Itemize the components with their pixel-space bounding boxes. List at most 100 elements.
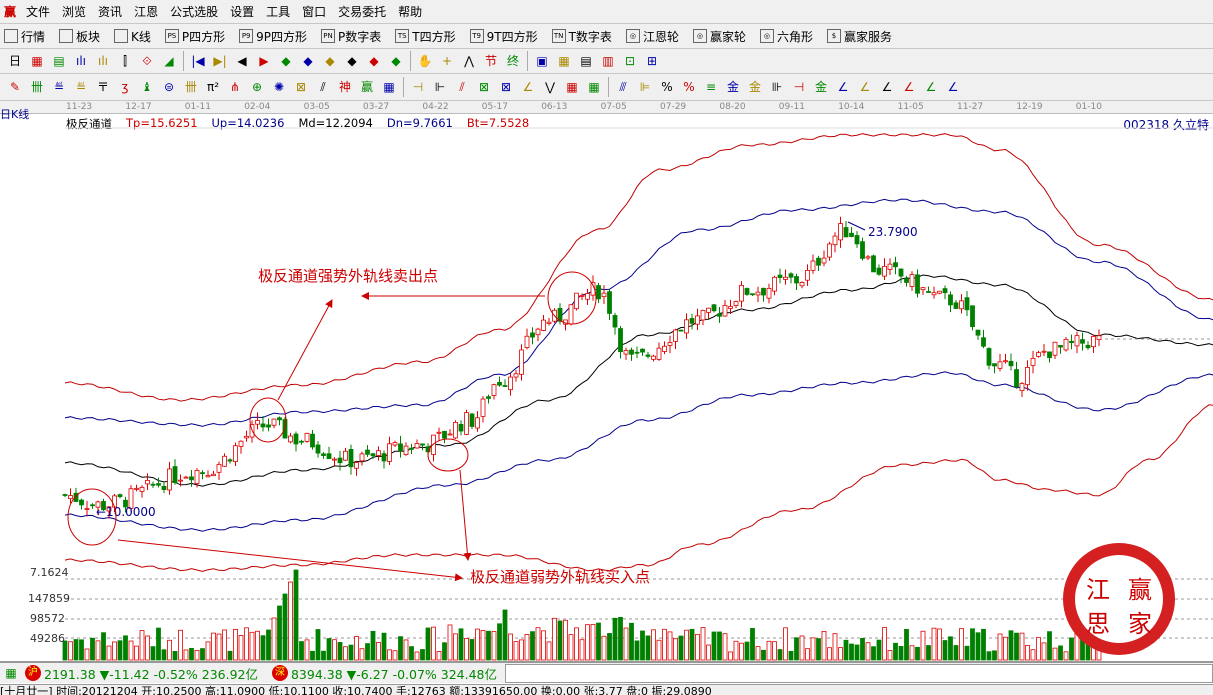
tool-icon[interactable]: ılı: [75, 54, 86, 68]
tool-icon[interactable]: ⊞: [646, 54, 658, 68]
tool-icon[interactable]: ∠: [522, 80, 534, 94]
tool-icon[interactable]: ʒ: [121, 80, 129, 94]
tool-icon[interactable]: ≝: [53, 80, 65, 94]
tool-icon[interactable]: ≝: [75, 80, 87, 94]
kline-chart[interactable]: 23.7900 ←10.0000: [0, 0, 1213, 661]
tool-icon[interactable]: ∠: [947, 80, 959, 94]
menu-gann[interactable]: 江恩: [134, 5, 159, 19]
tool-icon[interactable]: ♝: [141, 80, 153, 94]
menu-news[interactable]: 资讯: [98, 5, 123, 19]
toolbar-button-pn[interactable]: PN P数字表: [317, 28, 381, 45]
tool-icon[interactable]: 金: [748, 80, 761, 94]
menu-settings[interactable]: 设置: [230, 5, 255, 19]
tool-icon[interactable]: ⊜: [163, 80, 175, 94]
tool-icon[interactable]: ◆: [303, 54, 313, 68]
tool-icon[interactable]: ◆: [281, 54, 291, 68]
toolbar-button-table[interactable]: 行情: [0, 28, 45, 45]
tool-icon[interactable]: ◆: [391, 54, 401, 68]
tool-icon[interactable]: 神: [338, 80, 351, 94]
tool-icon[interactable]: 节: [484, 54, 497, 68]
tool-icon[interactable]: ◀: [237, 54, 247, 68]
tool-icon[interactable]: 终: [506, 54, 519, 68]
menu-trade[interactable]: 交易委托: [338, 5, 387, 19]
tool-icon[interactable]: ✋: [417, 54, 433, 68]
tool-icon[interactable]: π²: [206, 80, 220, 94]
tool-icon[interactable]: ▦: [383, 80, 395, 94]
tool-icon[interactable]: ⟐: [142, 54, 152, 68]
tool-icon[interactable]: ▤: [580, 54, 592, 68]
menu-formula[interactable]: 公式选股: [170, 5, 219, 19]
tool-icon[interactable]: ılı: [97, 54, 108, 68]
tool-icon[interactable]: ▥: [602, 54, 614, 68]
tool-icon[interactable]: ◆: [369, 54, 379, 68]
tool-icon[interactable]: ▤: [53, 54, 65, 68]
tool-icon[interactable]: ▦: [566, 80, 578, 94]
menu-browse[interactable]: 浏览: [62, 5, 87, 19]
tool-icon[interactable]: ▶: [259, 54, 269, 68]
tool-icon[interactable]: ▦: [588, 80, 600, 94]
toolbar-button-kline[interactable]: K线: [110, 28, 151, 45]
tool-icon[interactable]: ∠: [925, 80, 937, 94]
tool-icon[interactable]: ▦: [558, 54, 570, 68]
tool-icon[interactable]: ⫿: [123, 54, 127, 68]
menu-help[interactable]: 帮助: [398, 5, 423, 19]
toolbar-button-t9[interactable]: T9 9T四方形: [466, 28, 538, 45]
tool-icon[interactable]: ▦: [31, 54, 43, 68]
tool-icon[interactable]: ⊠: [500, 80, 512, 94]
tool-icon[interactable]: %: [661, 80, 673, 94]
tool-icon[interactable]: ⋔: [229, 80, 241, 94]
tool-icon[interactable]: |◀: [191, 54, 205, 68]
tool-icon[interactable]: ◆: [347, 54, 357, 68]
toolbar-button-gann-wheel[interactable]: ◎ 江恩轮: [622, 28, 679, 45]
shenzhen-index[interactable]: 8394.38 ▼-6.27 -0.07% 324.48亿: [290, 666, 498, 682]
tool-icon[interactable]: ∠: [903, 80, 915, 94]
toolbar-button-ts[interactable]: TS T四方形: [391, 28, 456, 45]
tool-icon[interactable]: ∠: [837, 80, 849, 94]
tool-icon[interactable]: ◢: [164, 54, 174, 68]
period-selector[interactable]: 日: [8, 54, 21, 68]
tool-icon[interactable]: ✺: [273, 80, 285, 94]
toolbar-button-tn[interactable]: TN T数字表: [548, 28, 612, 45]
tool-icon[interactable]: ⊡: [624, 54, 636, 68]
tool-icon[interactable]: ⊠: [478, 80, 490, 94]
toolbar-button-winner-wheel[interactable]: ◎ 赢家轮: [689, 28, 746, 45]
tool-icon[interactable]: ⋁: [545, 80, 555, 94]
tool-icon[interactable]: ⊪: [771, 80, 783, 94]
tool-icon[interactable]: ◆: [325, 54, 335, 68]
tool-icon[interactable]: ⫽: [459, 80, 465, 94]
toolbar-button-dollar[interactable]: $ 赢家服务: [823, 28, 892, 45]
tool-icon[interactable]: %: [683, 80, 695, 94]
tool-icon[interactable]: 金: [726, 80, 739, 94]
tool-icon[interactable]: ⫻: [619, 80, 627, 94]
tool-icon[interactable]: ⊫: [639, 80, 651, 94]
tool-icon[interactable]: ⫽: [320, 80, 326, 94]
tool-icon[interactable]: ▶|: [213, 54, 227, 68]
tool-icon[interactable]: 卌: [30, 80, 43, 94]
toolbar-button-p9[interactable]: P9 9P四方形: [235, 28, 307, 45]
menu-file[interactable]: 文件: [26, 5, 51, 19]
tool-icon[interactable]: ⋀: [464, 54, 474, 68]
tool-icon[interactable]: ≡: [705, 80, 717, 94]
tool-icon[interactable]: 金: [814, 80, 827, 94]
tool-icon[interactable]: ∠: [859, 80, 871, 94]
tool-icon[interactable]: ⊣: [793, 80, 805, 94]
menu-window[interactable]: 窗口: [302, 5, 327, 19]
toolbar-button-hexagon[interactable]: ◎ 六角形: [756, 28, 813, 45]
tool-icon[interactable]: ∠: [881, 80, 893, 94]
tool-icon[interactable]: ✎: [9, 80, 21, 94]
tool-icon[interactable]: ⊕: [251, 80, 263, 94]
table-icon[interactable]: ▦: [5, 666, 17, 680]
shanghai-index[interactable]: 2191.38 ▼-11.42 -0.52% 236.92亿: [44, 666, 258, 682]
tool-icon[interactable]: 〒: [96, 80, 109, 94]
ticker-input[interactable]: [505, 663, 1213, 683]
menu-tools[interactable]: 工具: [266, 5, 291, 19]
tool-icon[interactable]: ⊣: [412, 80, 424, 94]
toolbar-button-blocks[interactable]: 板块: [55, 28, 100, 45]
tool-icon[interactable]: ▣: [536, 54, 548, 68]
tool-icon[interactable]: 卌: [184, 80, 197, 94]
toolbar-button-ps[interactable]: PS P四方形: [161, 28, 225, 45]
tool-icon[interactable]: +: [441, 54, 453, 68]
tool-icon[interactable]: ⊩: [434, 80, 446, 94]
tool-icon[interactable]: ⊠: [295, 80, 307, 94]
tool-icon[interactable]: 赢: [360, 80, 373, 94]
